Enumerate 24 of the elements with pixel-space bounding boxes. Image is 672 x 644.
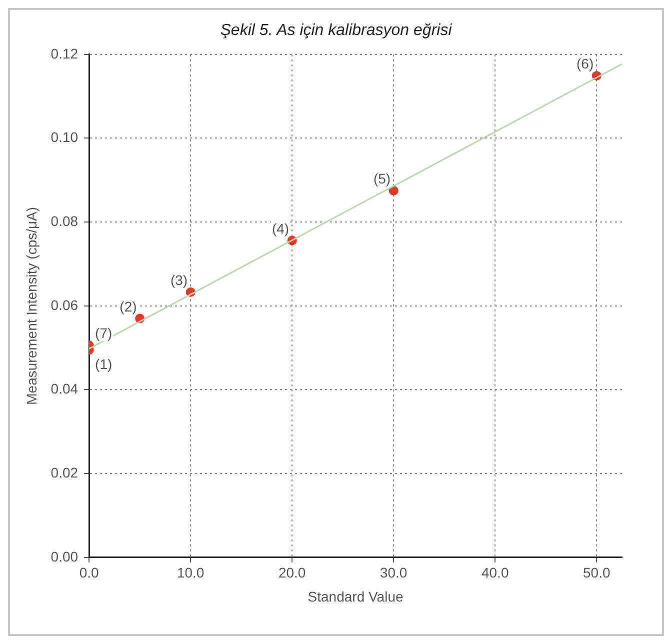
annotation: (3)	[170, 272, 188, 288]
y-tick-label: 0.10	[50, 129, 78, 146]
y-tick-label: 0.06	[50, 296, 78, 313]
point	[388, 186, 398, 196]
x-tick-label: 50.0	[582, 564, 610, 581]
x-axis-title: Standard Value	[308, 588, 404, 604]
x-tick-label: 20.0	[278, 564, 306, 581]
annotation: (4)	[272, 220, 290, 236]
annotation: (5)	[373, 170, 391, 186]
y-tick-label: 0.04	[50, 380, 78, 397]
annotation: (7)	[95, 325, 112, 342]
x-tick-label: 10.0	[176, 564, 204, 581]
x-tick-label: 40.0	[481, 564, 509, 581]
x-tick-label: 30.0	[380, 564, 408, 581]
annotation: (6)	[576, 56, 594, 72]
annotation: (2)	[120, 298, 137, 314]
y-tick-label: 0.02	[50, 464, 78, 480]
y-tick-label: 0.08	[50, 212, 78, 229]
annotation: (1)	[95, 356, 112, 372]
y-axis-title: Measurement Intensity (cps/μA)	[23, 206, 40, 405]
chart-title: Şekil 5. As için kalibrasyon eğrisi	[219, 22, 454, 40]
y-tick-label: 0.12	[50, 45, 78, 62]
y-tick-label: 0.00	[50, 548, 78, 564]
x-tick-label: 0.0	[79, 564, 99, 581]
